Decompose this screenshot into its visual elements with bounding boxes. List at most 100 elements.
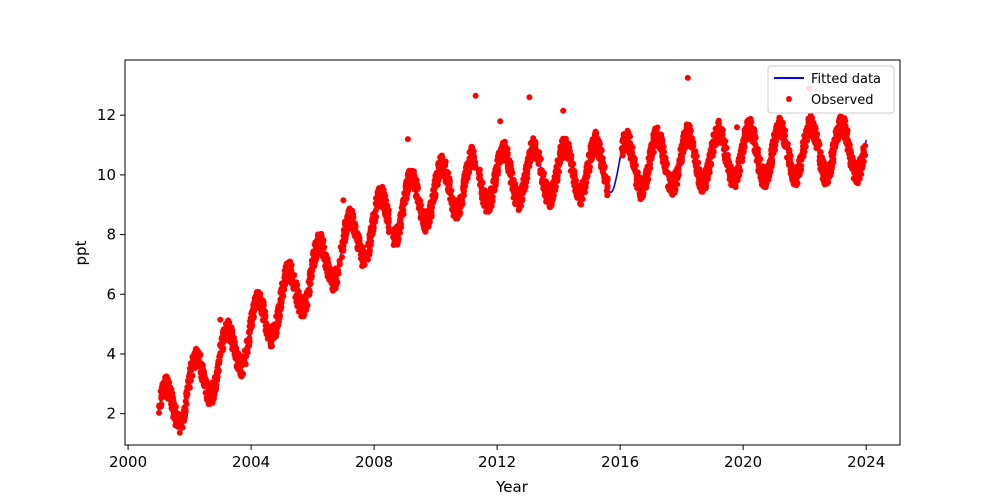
observed-point [329, 278, 336, 284]
y-axis-title: ppt [72, 240, 90, 265]
observed-point [522, 176, 529, 183]
observed-point [217, 351, 224, 358]
observed-point [230, 345, 237, 352]
observed-point [673, 174, 680, 181]
observed-point [623, 130, 630, 137]
observed-point [732, 175, 739, 182]
observed-point [560, 107, 567, 114]
observed-point [365, 256, 371, 263]
observed-point [366, 234, 373, 241]
observed-point [159, 381, 166, 387]
observed-point [832, 144, 839, 151]
observed-point [738, 144, 745, 151]
observed-point [720, 136, 727, 143]
observed-point [434, 181, 441, 188]
observed-point [359, 246, 365, 253]
observed-point [773, 121, 780, 128]
observed-point [489, 194, 496, 200]
observed-point [439, 154, 446, 161]
observed-point [278, 299, 285, 306]
observed-point [483, 201, 490, 208]
observed-point [661, 163, 668, 170]
observed-point [553, 169, 560, 176]
observed-point [720, 146, 727, 153]
observed-point [827, 169, 834, 175]
observed-point [704, 171, 711, 178]
observed-point [742, 125, 749, 132]
observed-point [542, 194, 549, 200]
observed-point [366, 247, 373, 253]
observed-point [306, 277, 313, 283]
observed-point [833, 138, 840, 145]
observed-point [516, 204, 523, 211]
observed-point [251, 295, 258, 302]
observed-point [246, 342, 253, 349]
observed-point [175, 410, 182, 417]
observed-point [583, 173, 590, 180]
observed-point [504, 150, 511, 157]
observed-point [291, 272, 298, 278]
observed-point [367, 227, 374, 234]
x-tick-label: 2016 [601, 453, 639, 471]
observed-point [299, 297, 305, 304]
observed-point [514, 193, 521, 200]
observed-point [666, 176, 673, 183]
observed-point [501, 141, 508, 148]
observed-point [322, 263, 329, 269]
observed-point [782, 137, 788, 144]
observed-point [422, 228, 429, 235]
observed-point [786, 147, 793, 154]
observed-point [414, 186, 421, 193]
observed-point [182, 412, 189, 419]
observed-point [399, 210, 406, 217]
observed-point [595, 150, 602, 157]
observed-point [347, 208, 354, 215]
observed-point [538, 179, 545, 186]
observed-point [248, 316, 254, 323]
observed-point [692, 148, 699, 155]
observed-point [817, 148, 824, 155]
observed-point [295, 288, 302, 295]
observed-point [647, 154, 654, 161]
observed-point [350, 220, 357, 227]
observed-point [633, 170, 640, 177]
observed-point [678, 144, 685, 151]
observed-point [559, 152, 566, 159]
observed-point [281, 274, 288, 281]
observed-point [848, 149, 855, 156]
observed-point [513, 188, 520, 195]
observed-point [734, 124, 740, 131]
observed-point [703, 183, 710, 189]
observed-point [491, 178, 498, 184]
observed-point [294, 297, 301, 304]
observed-point [446, 177, 453, 184]
observed-point [729, 169, 736, 176]
x-tick-label: 2004 [232, 453, 270, 471]
observed-point [551, 185, 558, 192]
observed-point [788, 172, 795, 179]
observed-point [836, 125, 843, 131]
observed-point [857, 170, 864, 177]
observed-point [340, 197, 347, 204]
observed-point [854, 180, 861, 187]
observed-point [245, 329, 252, 336]
observed-point [383, 209, 390, 216]
observed-point [270, 335, 277, 341]
observed-point [220, 345, 227, 352]
observed-point [632, 162, 639, 169]
observed-point [310, 259, 317, 266]
observed-point [820, 158, 827, 165]
y-tick-label: 10 [97, 166, 116, 184]
observed-point [213, 372, 220, 379]
observed-point [446, 182, 452, 189]
observed-point [808, 116, 815, 123]
observed-point [792, 166, 799, 173]
observed-point [453, 215, 460, 221]
observed-point [800, 143, 806, 150]
observed-point [637, 186, 644, 193]
observed-point [486, 207, 493, 213]
observed-point [309, 267, 316, 274]
observed-point [360, 262, 366, 269]
observed-point [570, 179, 577, 186]
